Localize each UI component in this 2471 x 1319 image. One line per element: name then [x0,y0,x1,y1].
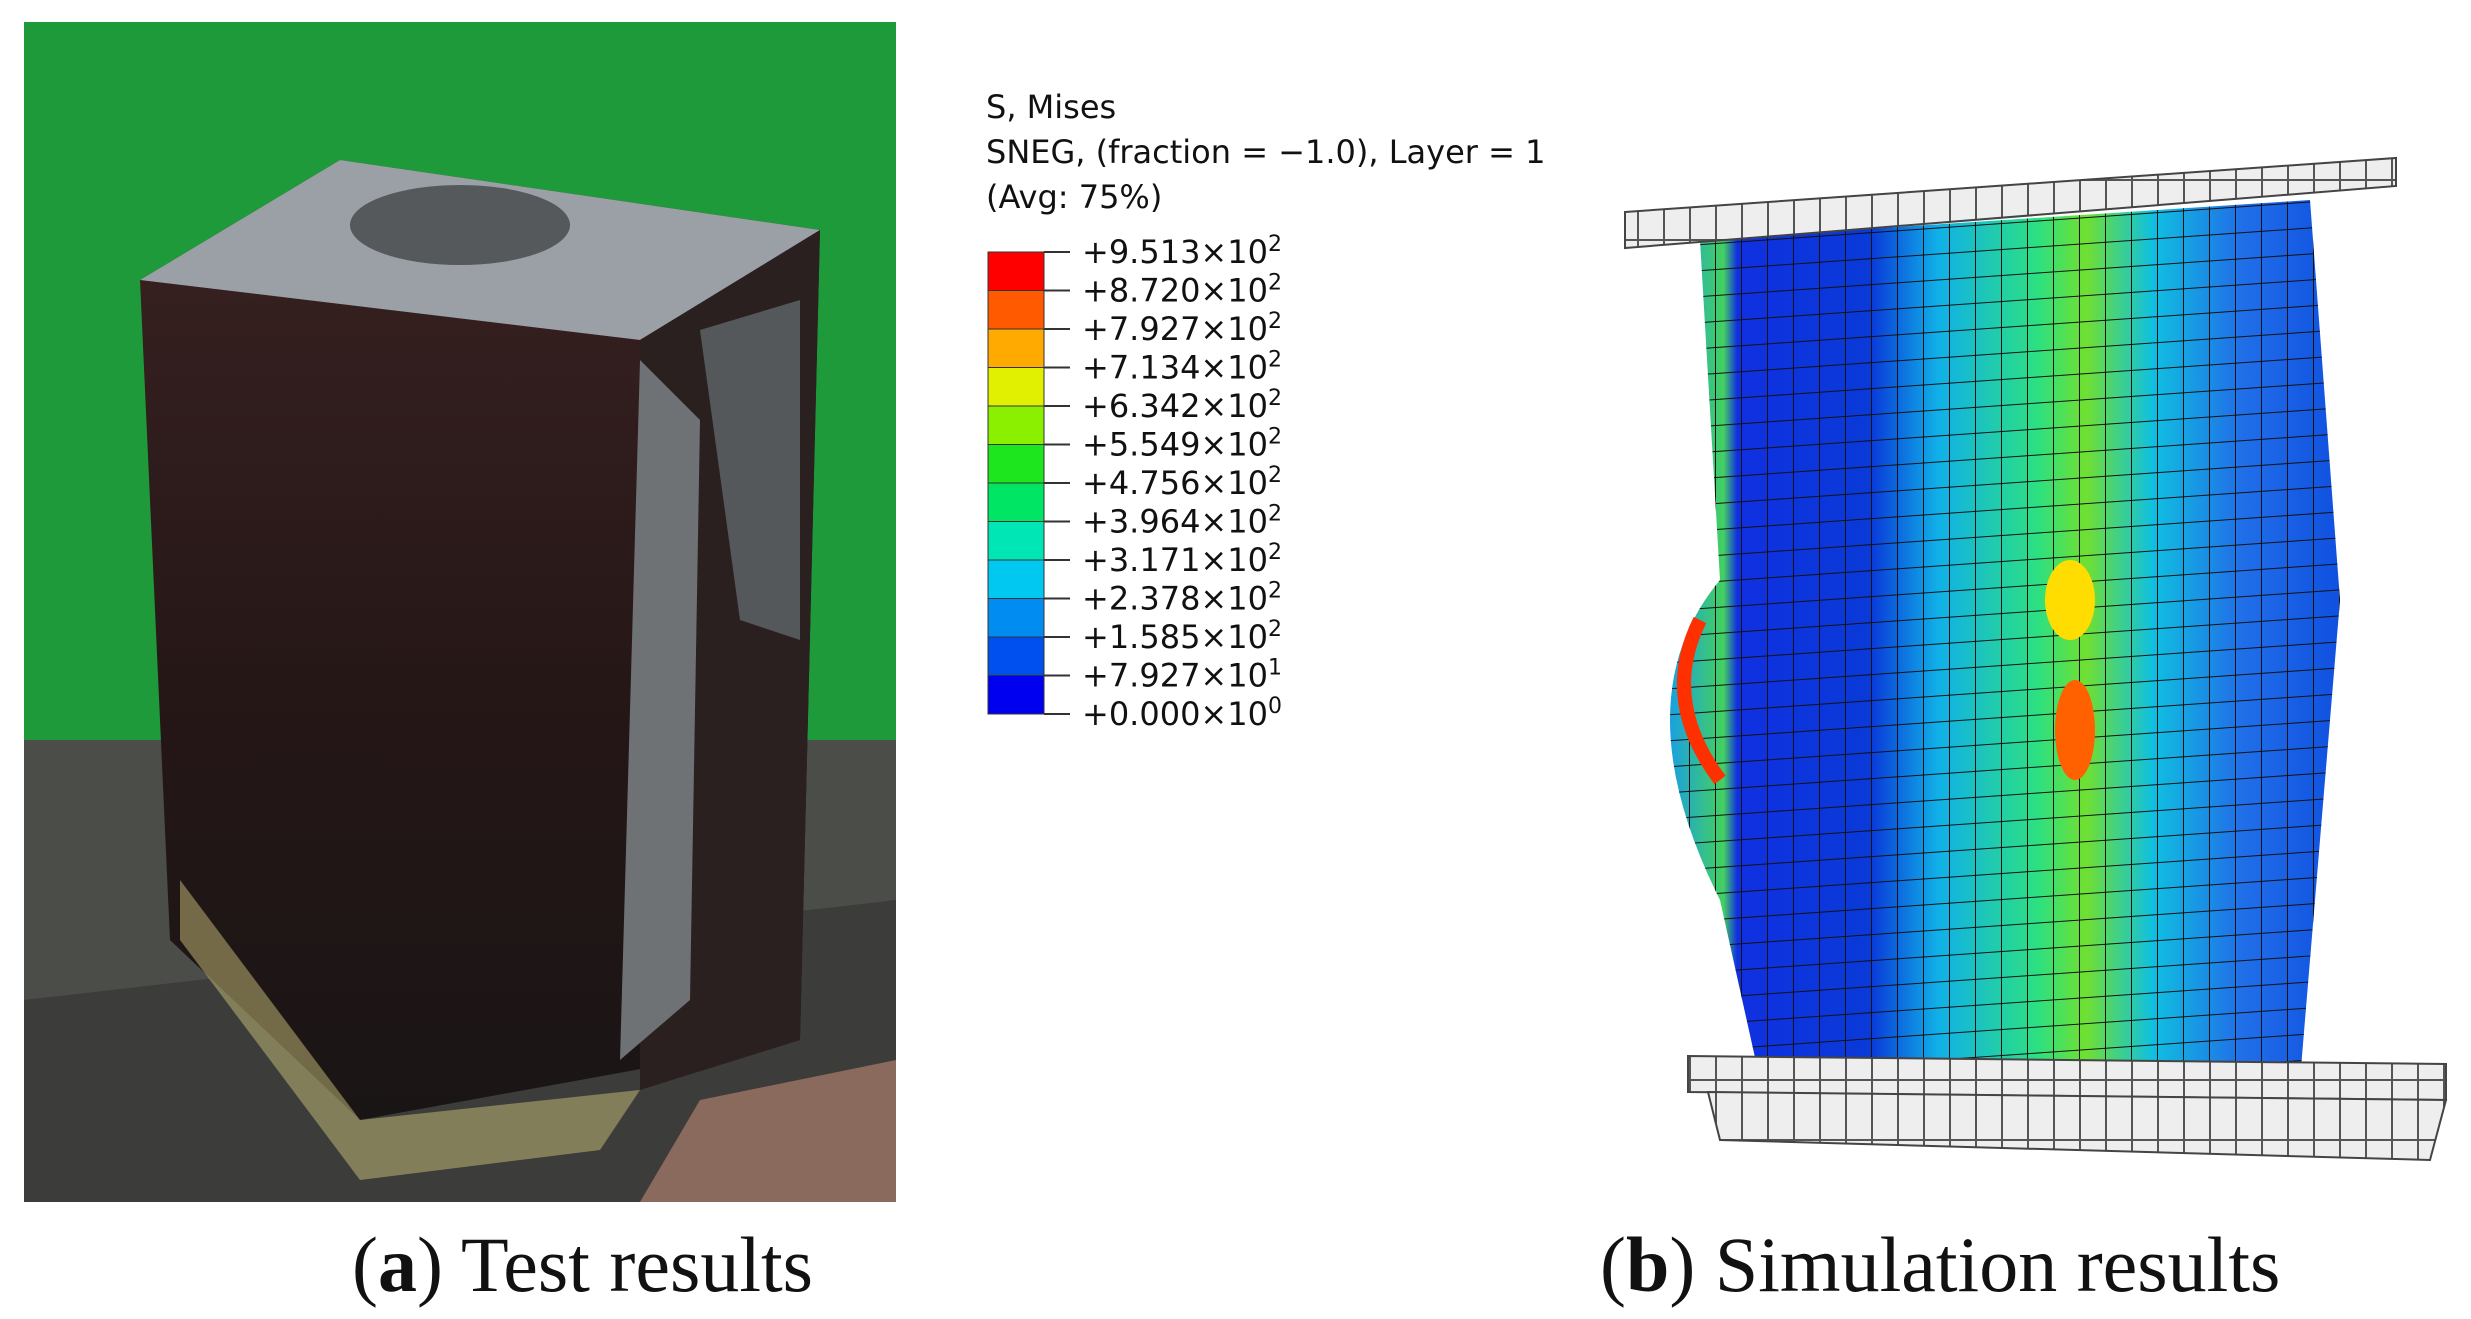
legend-mantissa: +7.927×10 [1082,310,1268,348]
legend-swatch [987,251,1045,291]
legend-mantissa: +5.549×10 [1082,426,1268,464]
caption-text: ) Simulation results [1669,1221,2281,1308]
legend-label: +7.134×102 [1082,348,1282,387]
legend-label: +5.549×102 [1082,425,1282,464]
legend-swatch [987,290,1045,330]
legend-exponent: 2 [1268,309,1282,334]
legend-mantissa: +7.134×10 [1082,349,1268,387]
test-photo [24,22,896,1202]
legend: S, Mises SNEG, (fraction = −1.0), Layer =… [986,88,1545,733]
legend-exponent: 2 [1268,502,1282,527]
legend-mantissa: +4.756×10 [1082,464,1268,502]
legend-exponent: 2 [1268,386,1282,411]
legend-mantissa: +3.964×10 [1082,503,1268,541]
caption-text: ( [1600,1221,1626,1308]
legend-mantissa: +7.927×10 [1082,657,1268,695]
legend-exponent: 2 [1268,617,1282,642]
legend-exponent: 2 [1268,540,1282,565]
legend-swatch [987,521,1045,561]
legend-label: +3.964×102 [1082,502,1282,541]
legend-label: +1.585×102 [1082,617,1282,656]
legend-mantissa: +3.171×10 [1082,541,1268,579]
legend-label: +4.756×102 [1082,463,1282,502]
legend-swatch [987,405,1045,445]
legend-label: +7.927×101 [1082,656,1282,695]
legend-swatch [987,482,1045,522]
legend-title: SNEG, (fraction = −1.0), Layer = 1 [986,133,1545,171]
legend-swatch [987,598,1045,638]
legend-exponent: 2 [1268,425,1282,450]
legend-label: +9.513×102 [1082,232,1282,271]
legend-exponent: 0 [1268,694,1282,719]
caption-letter: b [1625,1221,1670,1308]
legend-swatch [987,367,1045,407]
legend-mantissa: +8.720×10 [1082,272,1268,310]
simulation-model [1624,156,2448,1162]
caption-text: ) Test results [416,1221,814,1308]
legend-title: (Avg: 75%) [986,178,1162,216]
legend-exponent: 2 [1268,232,1282,257]
legend-swatch [987,444,1045,484]
legend-swatch [987,675,1045,715]
legend-label: +8.720×102 [1082,271,1282,310]
legend-swatch [987,328,1045,368]
caption-letter: a [377,1221,417,1308]
caption: (b) Simulation results [1600,1220,2280,1310]
legend-mantissa: +6.342×10 [1082,387,1268,425]
legend-exponent: 1 [1268,656,1282,681]
legend-label: +3.171×102 [1082,540,1282,579]
caption-text: ( [352,1221,378,1308]
legend-exponent: 2 [1268,348,1282,373]
legend-swatch [987,636,1045,676]
legend-mantissa: +1.585×10 [1082,618,1268,656]
legend-title: S, Mises [986,88,1116,126]
legend-exponent: 2 [1268,271,1282,296]
legend-mantissa: +2.378×10 [1082,580,1268,618]
legend-exponent: 2 [1268,579,1282,604]
caption: (a) Test results [352,1220,813,1310]
legend-mantissa: +9.513×10 [1082,233,1268,271]
legend-label: +0.000×100 [1082,694,1282,733]
legend-label: +7.927×102 [1082,309,1282,348]
legend-mantissa: +0.000×10 [1082,695,1268,733]
legend-label: +6.342×102 [1082,386,1282,425]
legend-label: +2.378×102 [1082,579,1282,618]
legend-exponent: 2 [1268,463,1282,488]
legend-swatch [987,559,1045,599]
